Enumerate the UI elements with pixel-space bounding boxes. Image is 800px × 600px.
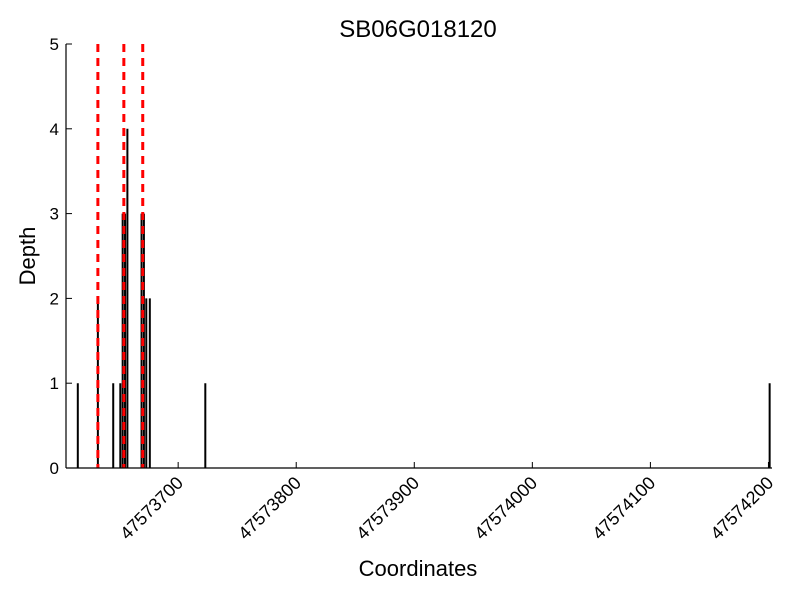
- x-tick-label: 47573800: [234, 473, 305, 544]
- y-tick-label: 1: [50, 374, 59, 393]
- x-tick-label: 47574200: [707, 473, 778, 544]
- y-tick-label: 4: [50, 120, 59, 139]
- x-tick-label: 47573700: [116, 473, 187, 544]
- chart-title: SB06G018120: [339, 16, 496, 43]
- bar-series: [76, 128, 771, 468]
- x-tick-label: 47573900: [352, 473, 423, 544]
- x-axis-label: Coordinates: [359, 556, 478, 581]
- y-axis-label: Depth: [15, 227, 40, 286]
- x-tick-label: 47574000: [470, 473, 541, 544]
- axes: [65, 44, 772, 469]
- y-tick-label: 0: [50, 459, 59, 478]
- y-tick-label: 2: [50, 289, 59, 308]
- marker-lines: [96, 44, 145, 468]
- x-ticks: 47573700 47573800 47573900 47574000 47574100…: [116, 462, 777, 543]
- y-tick-label: 5: [50, 35, 59, 54]
- y-tick-label: 3: [50, 205, 59, 224]
- y-ticks: 0 1 2 3 4 5: [50, 35, 72, 478]
- x-tick-label: 47574100: [588, 473, 659, 544]
